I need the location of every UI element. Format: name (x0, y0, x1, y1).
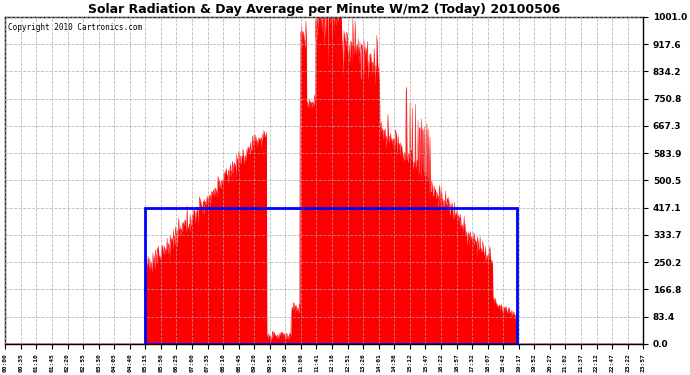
Title: Solar Radiation & Day Average per Minute W/m2 (Today) 20100506: Solar Radiation & Day Average per Minute… (88, 3, 560, 16)
Bar (145, 208, 518, 344)
Text: Copyright 2010 Cartronics.com: Copyright 2010 Cartronics.com (8, 24, 143, 33)
